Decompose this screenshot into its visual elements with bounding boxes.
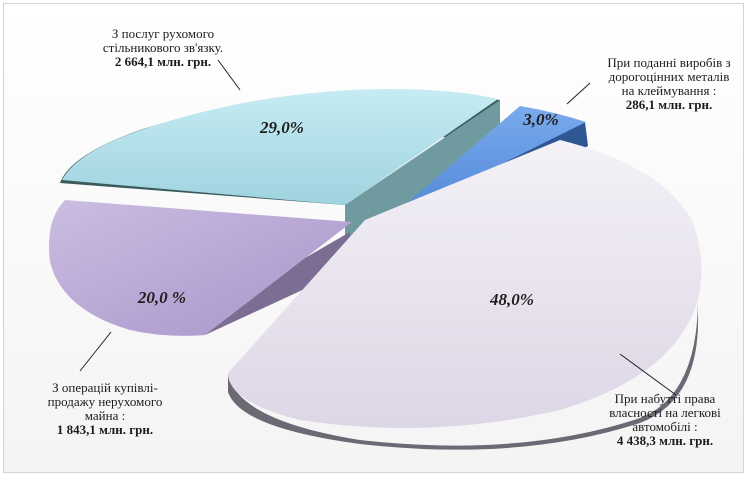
amount-metals: 286,1 млн. грн.: [625, 97, 713, 112]
leader-line-realty: [79, 331, 112, 372]
category-label-cars: При набутті права власності на легкові а…: [590, 392, 740, 448]
category-label-realty: З операцій купівлі- продажу нерухомого м…: [30, 381, 180, 437]
category-label-mobile: З послуг рухомого стільникового зв'язку.…: [78, 27, 248, 69]
realty-slice-side: [135, 232, 350, 336]
percent-label-mobile: 29,0%: [259, 118, 304, 137]
mobile-slice-cut-face: [345, 100, 500, 245]
pie-slice-cars[interactable]: [228, 140, 702, 428]
percent-label-metals: 3,0%: [522, 110, 558, 129]
amount-cars: 4 438,3 млн. грн.: [616, 433, 714, 448]
leader-line-mobile: [217, 59, 241, 91]
leader-lines: [79, 59, 677, 396]
leader-line-cars: [619, 353, 677, 396]
category-label-metals: При поданні виробів з дорогоцінних метал…: [594, 56, 744, 112]
pie-slice-realty[interactable]: [49, 200, 352, 336]
slice-top-layer: [49, 89, 702, 428]
amount-realty: 1 843,1 млн. грн.: [56, 422, 154, 437]
percent-label-realty: 20,0 %: [137, 288, 186, 307]
leader-line-metals: [566, 82, 591, 105]
percent-label-cars: 48,0%: [489, 290, 534, 309]
amount-mobile: 2 664,1 млн. грн.: [114, 54, 212, 69]
pie-slice-mobile[interactable]: [62, 89, 498, 205]
